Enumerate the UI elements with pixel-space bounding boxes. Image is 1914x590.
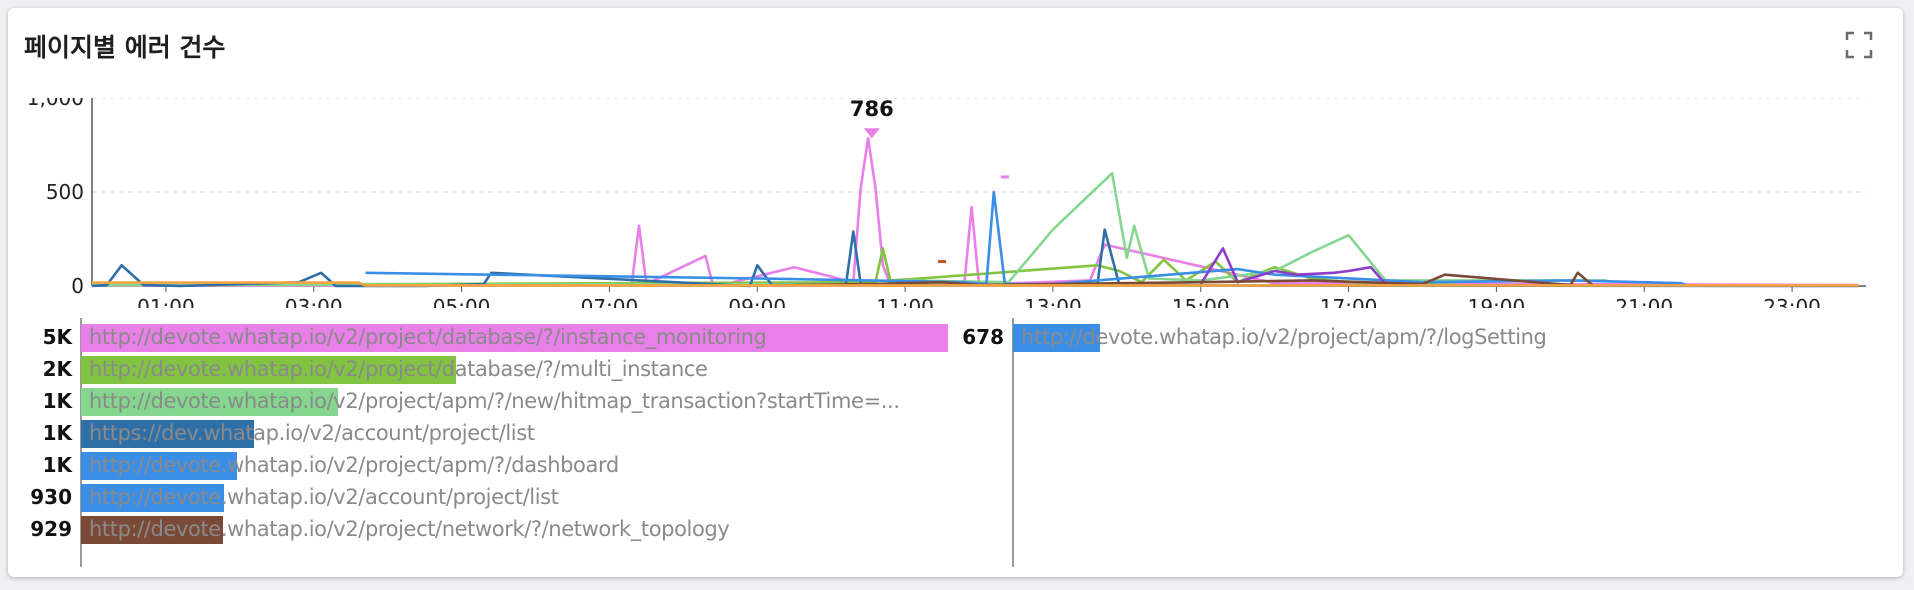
legend-bar bbox=[81, 356, 456, 384]
x-tick-label: 23:00 bbox=[1763, 295, 1821, 308]
x-tick-label: 05:00 bbox=[433, 295, 491, 308]
legend-url-link[interactable]: http://devote.whatap.io/v2/project/apm/?… bbox=[89, 453, 619, 477]
x-tick-label: 03:00 bbox=[285, 295, 343, 308]
legend-url-link[interactable]: http://devote.whatap.io/v2/project/apm/?… bbox=[1021, 325, 1547, 349]
series-line-6 bbox=[794, 271, 1594, 287]
y-tick-label: 0 bbox=[71, 274, 84, 298]
legend-url-link[interactable]: http://devote.whatap.io/v2/project/netwo… bbox=[89, 517, 730, 541]
series-line-4 bbox=[365, 190, 1690, 288]
peak-value-label: 786 bbox=[850, 98, 894, 121]
y-tick-label: 500 bbox=[46, 180, 84, 204]
x-tick-label: 07:00 bbox=[581, 295, 639, 308]
legend-count: 1K bbox=[42, 453, 72, 477]
x-tick-label: 13:00 bbox=[1024, 295, 1082, 308]
fullscreen-icon[interactable] bbox=[1844, 30, 1874, 60]
legend-bar bbox=[81, 484, 224, 512]
legend-count: 678 bbox=[962, 325, 1004, 349]
series-line-0 bbox=[91, 136, 1859, 287]
legend-count: 1K bbox=[42, 389, 72, 413]
legend-bar bbox=[81, 388, 338, 416]
legend-url-link[interactable]: https://dev.whatap.io/v2/account/project… bbox=[89, 421, 535, 445]
errors-by-page-widget: 페이지별 에러 건수 1,000 500 0 01:00 03:00 05:00 07:00… bbox=[8, 8, 1903, 577]
x-tick-label: 17:00 bbox=[1320, 295, 1378, 308]
legend-url-link[interactable]: http://devote.whatap.io/v2/project/apm/?… bbox=[89, 389, 900, 413]
series-line-7 bbox=[92, 281, 1859, 287]
legend-column-divider bbox=[1012, 318, 1014, 567]
legend-bar bbox=[81, 324, 948, 352]
peak-marker bbox=[863, 128, 880, 139]
legend-count: 929 bbox=[30, 517, 72, 541]
legend-bar bbox=[81, 516, 223, 544]
y-tick-label: 1,000 bbox=[27, 98, 84, 110]
x-tick-label: 01:00 bbox=[137, 295, 195, 308]
x-tick-label: 21:00 bbox=[1615, 295, 1673, 308]
series-line-2 bbox=[91, 171, 1608, 287]
legend-count: 1K bbox=[42, 421, 72, 445]
legend-url-link[interactable]: http://devote.whatap.io/v2/account/proje… bbox=[89, 485, 559, 509]
fullscreen-icon-glyph bbox=[1845, 31, 1873, 59]
error-count-line-chart: 1,000 500 0 01:00 03:00 05:00 07:00 09:00 11:00 1… bbox=[27, 98, 1866, 308]
legend-count: 930 bbox=[30, 485, 72, 509]
legend-bar bbox=[1013, 324, 1100, 352]
legend-count: 5K bbox=[42, 325, 72, 349]
legend-count: 2K bbox=[42, 357, 72, 381]
legend-url-link[interactable]: http://devote.whatap.io/v2/project/datab… bbox=[89, 325, 767, 349]
x-tick-label: 15:00 bbox=[1172, 295, 1230, 308]
legend-bar bbox=[81, 420, 254, 448]
x-tick-label: 11:00 bbox=[876, 295, 934, 308]
x-tick-label: 09:00 bbox=[728, 295, 786, 308]
legend-url-link[interactable]: http://devote.whatap.io/v2/project/datab… bbox=[89, 357, 708, 381]
series-line-5 bbox=[1199, 247, 1423, 287]
widget-title: 페이지별 에러 건수 bbox=[24, 33, 226, 62]
x-tick-label: 19:00 bbox=[1468, 295, 1526, 308]
legend-bar bbox=[81, 452, 237, 480]
